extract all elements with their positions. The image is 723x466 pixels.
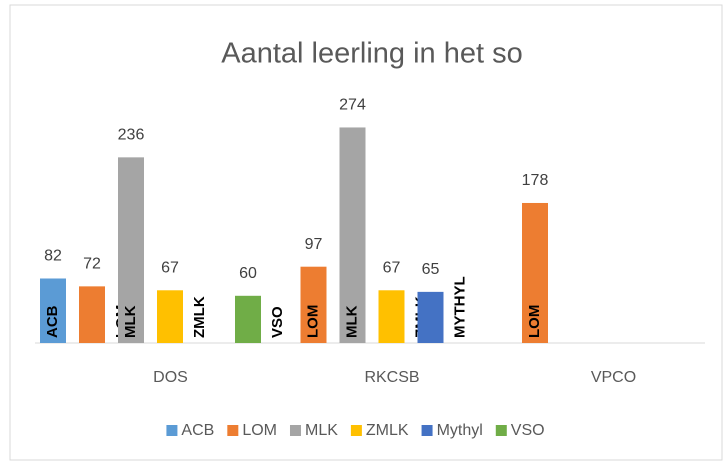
bar-label: LOM [304, 305, 321, 338]
bar [79, 286, 105, 343]
legend-swatch [166, 425, 178, 436]
legend-label: ZMLK [366, 422, 409, 439]
value-label: 236 [118, 127, 145, 144]
chart-title: Aantal leerling in het so [221, 38, 522, 70]
bar [157, 290, 183, 343]
value-label: 178 [522, 172, 549, 189]
value-label: 65 [422, 261, 440, 278]
value-label: 82 [44, 248, 62, 265]
bar-label: VSO [269, 306, 286, 338]
value-label: 67 [161, 260, 179, 277]
value-label: 72 [83, 256, 101, 273]
bar [118, 157, 144, 343]
legend-label: ACB [181, 422, 214, 439]
legend-label: LOM [242, 422, 277, 439]
legend-label: MLK [305, 422, 338, 439]
legend-swatch [350, 425, 362, 436]
value-label: 60 [239, 265, 257, 282]
bar [300, 266, 327, 343]
chart-frame [9, 4, 723, 461]
bar-label: LOM [526, 305, 543, 338]
legend-label: VSO [511, 422, 545, 439]
legend-swatch [421, 425, 433, 436]
bar [522, 202, 548, 343]
x-tick-label: RKCSB [364, 369, 419, 386]
bar-label: MLK [343, 305, 360, 338]
value-label: 274 [339, 97, 366, 114]
x-tick-label: DOS [153, 369, 188, 386]
bar [235, 295, 261, 343]
bar-label: MYTHYL [451, 276, 468, 338]
legend-swatch [289, 425, 301, 436]
bar [339, 127, 366, 343]
value-label: 97 [305, 236, 323, 253]
value-label: 67 [383, 260, 401, 277]
bar-label: ACB [44, 305, 61, 338]
bar [40, 278, 66, 343]
bar [378, 290, 405, 343]
bar-label: MLK [122, 305, 139, 338]
bar-label: ZMLK [191, 296, 208, 338]
legend-swatch [227, 425, 239, 436]
x-tick-label: VPCO [591, 369, 636, 386]
bar [417, 291, 444, 343]
legend-label: Mythyl [437, 422, 483, 439]
legend-swatch [495, 425, 507, 436]
